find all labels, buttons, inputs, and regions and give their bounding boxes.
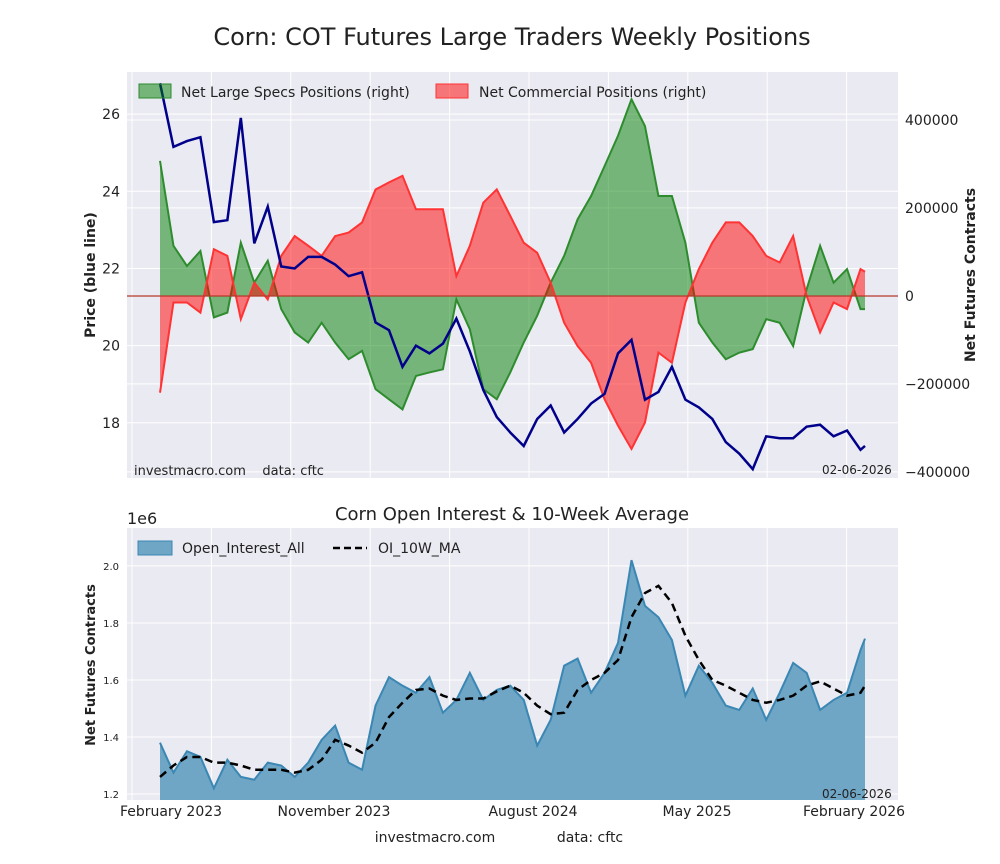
specs-line bbox=[159, 96, 865, 411]
x-tick: August 2024 bbox=[488, 804, 577, 820]
y-tick-left: 22 bbox=[102, 261, 120, 277]
y-axis-label-bottom: Net Futures Contracts bbox=[84, 584, 99, 746]
x-tick: May 2025 bbox=[662, 804, 731, 820]
legend-swatch-oi bbox=[137, 540, 173, 556]
y-tick-right: 0 bbox=[905, 289, 914, 305]
legend-swatch-specs bbox=[138, 83, 172, 99]
legend-label-oi: Open_Interest_All bbox=[182, 541, 305, 557]
chart-title: Corn: COT Futures Large Traders Weekly P… bbox=[213, 23, 810, 51]
footer-site: investmacro.com bbox=[375, 830, 495, 846]
y-tick-left: 24 bbox=[102, 184, 120, 200]
date-label-top: 02-06-2026 bbox=[822, 463, 892, 477]
subchart-title: Corn Open Interest & 10-Week Average bbox=[335, 504, 689, 525]
top-legend: Net Large Specs Positions (right) Net Co… bbox=[138, 83, 706, 101]
offset-label: 1e6 bbox=[127, 509, 157, 528]
legend-label-commercial: Net Commercial Positions (right) bbox=[479, 85, 706, 101]
legend-label-specs: Net Large Specs Positions (right) bbox=[181, 85, 410, 101]
x-tick: February 2026 bbox=[803, 804, 905, 820]
legend-label-ma: OI_10W_MA bbox=[378, 541, 461, 557]
y-tick-left: 20 bbox=[102, 339, 120, 355]
y-tick-left: 26 bbox=[102, 107, 120, 123]
price-line bbox=[158, 82, 866, 472]
y-tick-right: −200000 bbox=[905, 377, 970, 393]
ma-line bbox=[159, 584, 867, 778]
x-tick: November 2023 bbox=[278, 804, 391, 820]
y-tick: 1.4 bbox=[103, 733, 119, 744]
y-tick-right: 400000 bbox=[905, 113, 958, 129]
y-axis-label-right: Net Futures Contracts bbox=[963, 188, 979, 362]
y-tick-right: −400000 bbox=[905, 465, 970, 481]
y-tick: 2.0 bbox=[103, 562, 119, 573]
open-interest-line bbox=[159, 559, 866, 791]
watermark-top: investmacro.com data: cftc bbox=[134, 464, 324, 479]
y-tick: 1.6 bbox=[103, 676, 119, 687]
legend-swatch-commercial bbox=[435, 83, 469, 99]
commercial-line bbox=[159, 174, 866, 452]
footer-source: data: cftc bbox=[557, 830, 623, 846]
commercial-area bbox=[160, 175, 865, 449]
y-tick-left: 18 bbox=[102, 416, 120, 432]
y-tick-right: 200000 bbox=[905, 201, 958, 217]
specs-area bbox=[160, 99, 865, 410]
y-tick: 1.2 bbox=[103, 790, 119, 801]
y-tick: 1.8 bbox=[103, 619, 119, 630]
bottom-legend: Open_Interest_All OI_10W_MA bbox=[137, 540, 461, 557]
y-axis-label-left: Price (blue line) bbox=[83, 212, 99, 338]
x-tick: February 2023 bbox=[120, 804, 222, 820]
date-label-bottom: 02-06-2026 bbox=[822, 787, 892, 801]
